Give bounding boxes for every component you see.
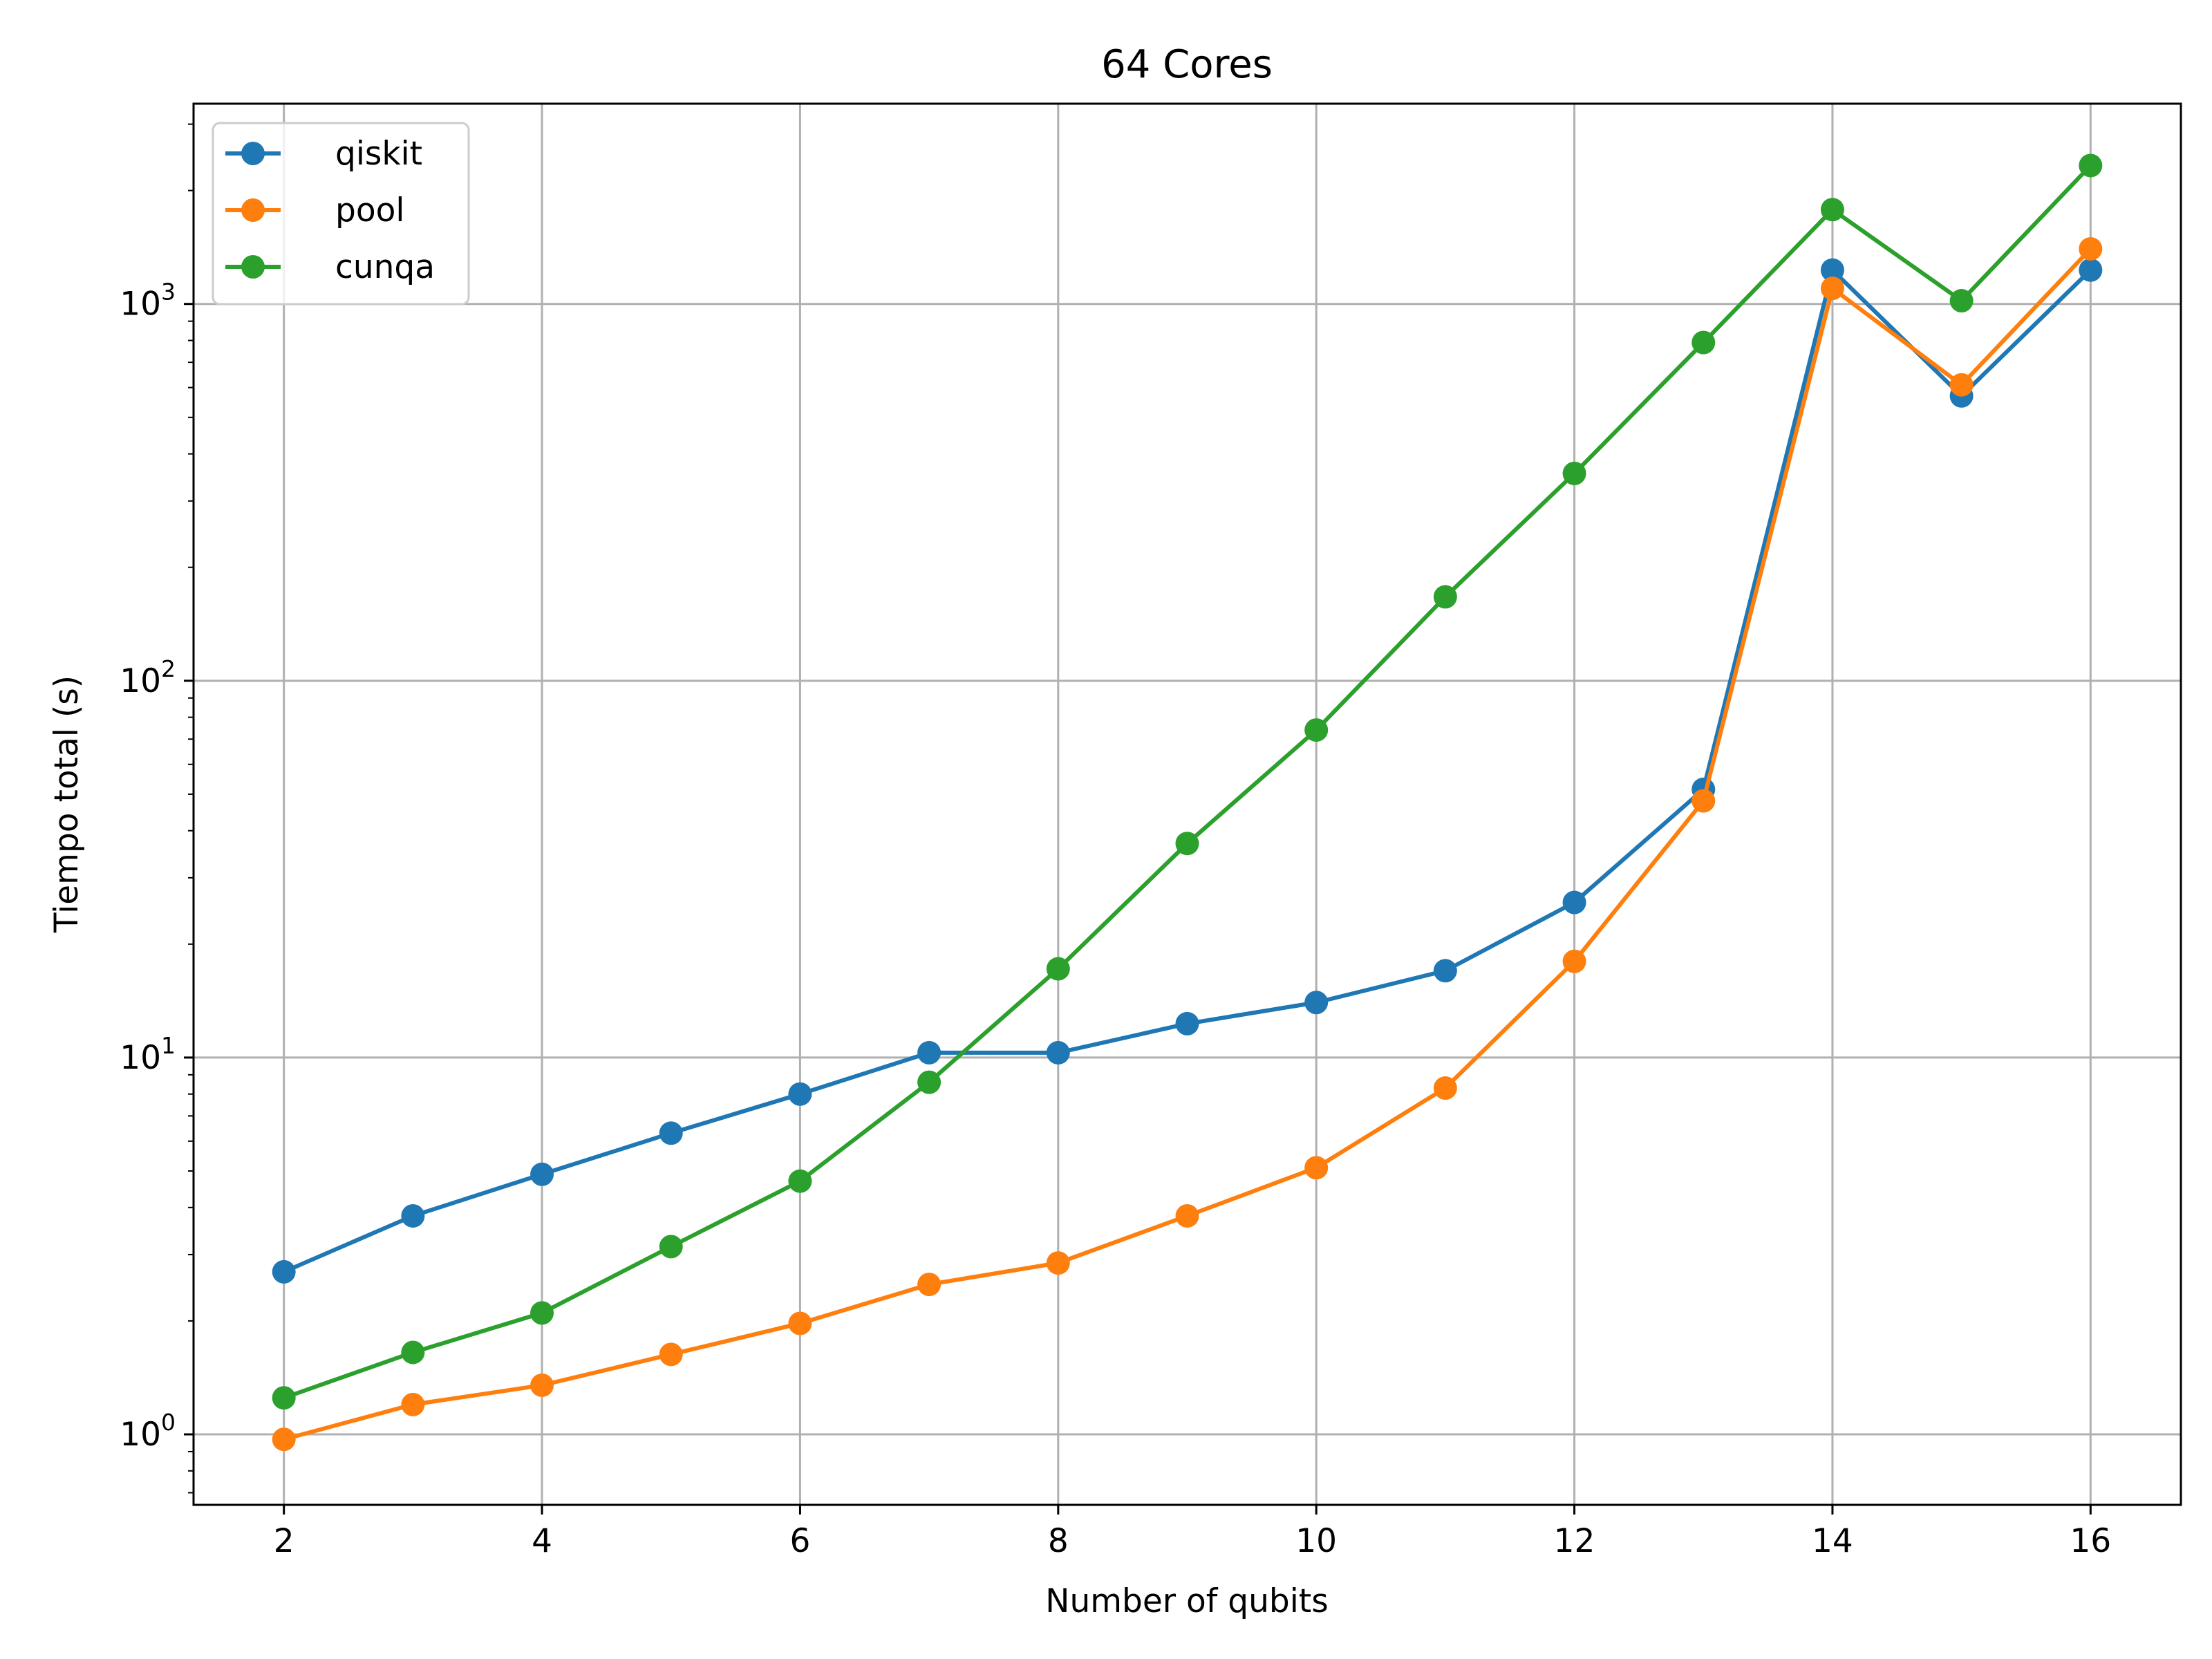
legend: qiskit pool cunqa (212, 122, 470, 306)
y-tick-base: 10 (120, 1416, 161, 1454)
x-tick-label: 6 (789, 1522, 810, 1560)
y-tick-label: 102 (120, 655, 176, 700)
data-point-cunqa (1691, 330, 1716, 355)
data-point-qiskit (401, 1203, 425, 1228)
legend-box (212, 122, 470, 306)
data-point-cunqa (1304, 718, 1329, 742)
data-point-pool (1691, 789, 1716, 813)
y-tick-label: 101 (120, 1032, 176, 1077)
data-point-pool (1304, 1156, 1329, 1180)
data-point-cunqa (917, 1070, 941, 1094)
y-tick-exponent: 1 (161, 1032, 176, 1059)
data-point-pool (1175, 1203, 1199, 1228)
y-tick-exponent: 0 (161, 1409, 176, 1436)
data-point-qiskit (1304, 991, 1329, 1015)
chart-title: 64 Cores (1101, 42, 1273, 87)
data-point-qiskit (1562, 890, 1586, 915)
legend-marker-cunqa (241, 255, 265, 279)
y-tick-label: 103 (120, 279, 176, 324)
y-tick-exponent: 3 (161, 279, 176, 306)
data-point-qiskit (1820, 258, 1844, 282)
data-point-qiskit (2079, 258, 2103, 282)
plot-frame (192, 102, 2182, 1506)
legend-label-cunqa: cunqa (335, 248, 435, 286)
data-point-pool (1046, 1251, 1070, 1275)
data-point-pool (1433, 1076, 1457, 1100)
series-cunqa (272, 153, 2103, 1410)
grid-layer (194, 104, 2181, 1505)
x-tick-label: 2 (274, 1522, 294, 1560)
data-point-cunqa (1433, 585, 1457, 609)
data-point-pool (659, 1342, 683, 1367)
data-point-pool (2079, 237, 2103, 261)
y-tick-base: 10 (120, 1039, 161, 1077)
legend-label-qiskit: qiskit (335, 135, 422, 173)
legend-marker-qiskit (241, 142, 265, 165)
x-tick-label: 14 (1812, 1522, 1853, 1560)
data-point-pool (401, 1392, 425, 1416)
data-point-qiskit (1046, 1040, 1070, 1065)
data-point-qiskit (272, 1259, 296, 1284)
data-point-pool (917, 1273, 941, 1297)
data-point-qiskit (530, 1162, 554, 1186)
data-point-pool (1562, 949, 1586, 973)
data-point-cunqa (1175, 832, 1199, 856)
data-point-cunqa (2079, 153, 2103, 178)
data-point-qiskit (659, 1121, 683, 1145)
y-tick-base: 10 (120, 285, 161, 324)
x-tick-label: 4 (532, 1522, 552, 1560)
x-tick-label: 8 (1048, 1522, 1069, 1560)
x-axis-label: Number of qubits (1045, 1582, 1328, 1620)
data-point-qiskit (917, 1040, 941, 1065)
y-axis-label: Tiempo total (s) (48, 675, 86, 933)
data-point-cunqa (788, 1169, 812, 1193)
data-point-cunqa (272, 1386, 296, 1410)
data-point-pool (1820, 276, 1844, 301)
data-point-cunqa (659, 1235, 683, 1259)
x-tick-label: 16 (2070, 1522, 2111, 1560)
x-tick-label: 10 (1295, 1522, 1337, 1560)
data-point-cunqa (1949, 289, 1974, 313)
series-layer (272, 153, 2103, 1452)
legend-label-pool: pool (335, 191, 404, 229)
legend-marker-pool (241, 198, 265, 222)
data-point-qiskit (1175, 1011, 1199, 1035)
series-pool (272, 237, 2103, 1452)
y-tick-base: 10 (120, 662, 161, 700)
data-point-cunqa (1046, 957, 1070, 981)
data-point-qiskit (1433, 959, 1457, 983)
x-tick-label: 12 (1554, 1522, 1595, 1560)
y-tick-label: 100 (120, 1409, 176, 1454)
data-point-pool (1949, 373, 1974, 397)
y-tick-exponent: 2 (161, 655, 176, 682)
data-point-cunqa (530, 1301, 554, 1325)
data-point-cunqa (401, 1340, 425, 1365)
data-point-cunqa (1562, 461, 1586, 485)
data-point-pool (530, 1373, 554, 1397)
data-point-pool (272, 1427, 296, 1452)
data-point-qiskit (788, 1082, 812, 1106)
data-point-cunqa (1820, 198, 1844, 222)
data-point-pool (788, 1311, 812, 1335)
